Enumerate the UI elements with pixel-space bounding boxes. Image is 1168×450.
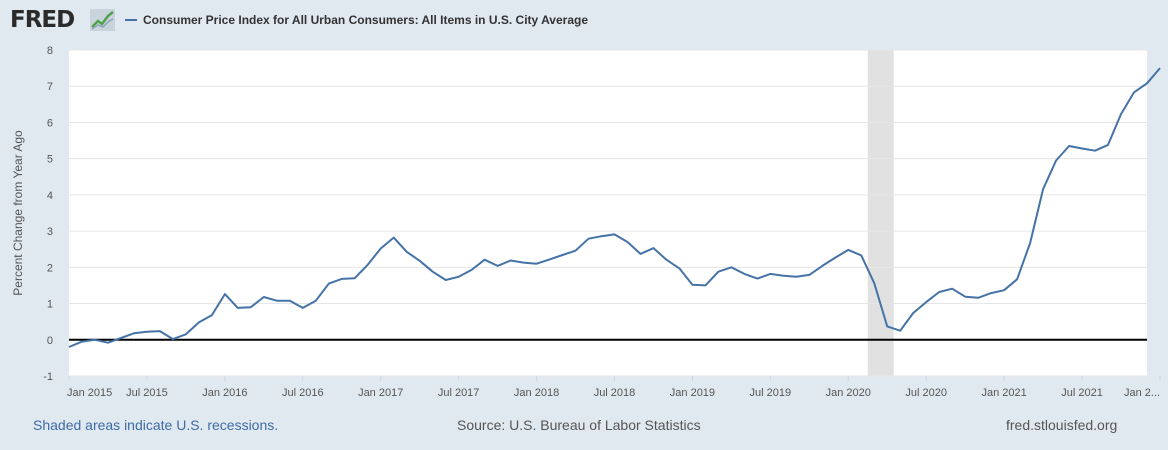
recession-note-link[interactable]: Shaded areas indicate U.S. recessions. [33, 417, 279, 433]
x-tick-label: Jul 2020 [905, 387, 947, 399]
y-tick-label: 1 [47, 299, 53, 311]
y-tick-label: 4 [47, 190, 53, 202]
x-tick-label: Jan 2021 [981, 387, 1026, 399]
x-tick-label: Jan 2015 [67, 387, 112, 399]
x-tick-label: Jan 2... [1124, 387, 1160, 399]
plot-area [69, 50, 1147, 376]
y-tick-label: 8 [47, 45, 53, 57]
chart-header: FRED Consumer Price Index for All Urban … [0, 0, 1168, 40]
line-chart-icon [90, 9, 115, 31]
y-tick-label: 0 [47, 335, 53, 347]
gridlines [69, 49, 1147, 377]
y-tick-label: 2 [47, 262, 53, 274]
x-tick-label: Jan 2016 [202, 387, 247, 399]
x-tick-label: Jan 2019 [670, 387, 715, 399]
y-axis-label: Percent Change from Year Ago [11, 130, 25, 296]
source-text: Source: U.S. Bureau of Labor Statistics [457, 417, 701, 433]
series-layer [68, 67, 1161, 348]
x-tick-label: Jul 2018 [594, 387, 636, 399]
legend-series-label: Consumer Price Index for All Urban Consu… [143, 13, 588, 27]
y-tick-label: -1 [43, 371, 53, 383]
x-tick-label: Jan 2020 [826, 387, 871, 399]
line-chart: -1 0 1 2 3 4 5 6 7 8 Jan 2015 Jul 2015 Jan 2016 Jul … [11, 45, 1161, 399]
x-tick-label: Jul 2016 [282, 387, 324, 399]
x-tick-label: Jul 2015 [126, 387, 168, 399]
y-tick-label: 7 [47, 81, 53, 93]
x-tick-label: Jan 2017 [358, 387, 403, 399]
recession-shading [867, 50, 894, 376]
y-tick-label: 6 [47, 117, 53, 129]
x-tick-label: Jan 2018 [514, 387, 559, 399]
x-axis-ticks: Jan 2015 Jul 2015 Jan 2016 Jul 2016 Jan 2017… [67, 376, 1161, 399]
recession-band [867, 50, 894, 376]
legend-swatch [125, 19, 137, 21]
fred-logo[interactable]: FRED [10, 7, 75, 33]
x-tick-label: Jul 2019 [750, 387, 792, 399]
series-line [68, 67, 1161, 348]
x-tick-label: Jul 2017 [438, 387, 480, 399]
y-axis-ticks: -1 0 1 2 3 4 5 6 7 8 [43, 45, 53, 383]
x-tick-label: Jul 2021 [1061, 387, 1103, 399]
y-tick-label: 5 [47, 154, 53, 166]
y-tick-label: 3 [47, 226, 53, 238]
site-link[interactable]: fred.stlouisfed.org [1006, 417, 1118, 433]
